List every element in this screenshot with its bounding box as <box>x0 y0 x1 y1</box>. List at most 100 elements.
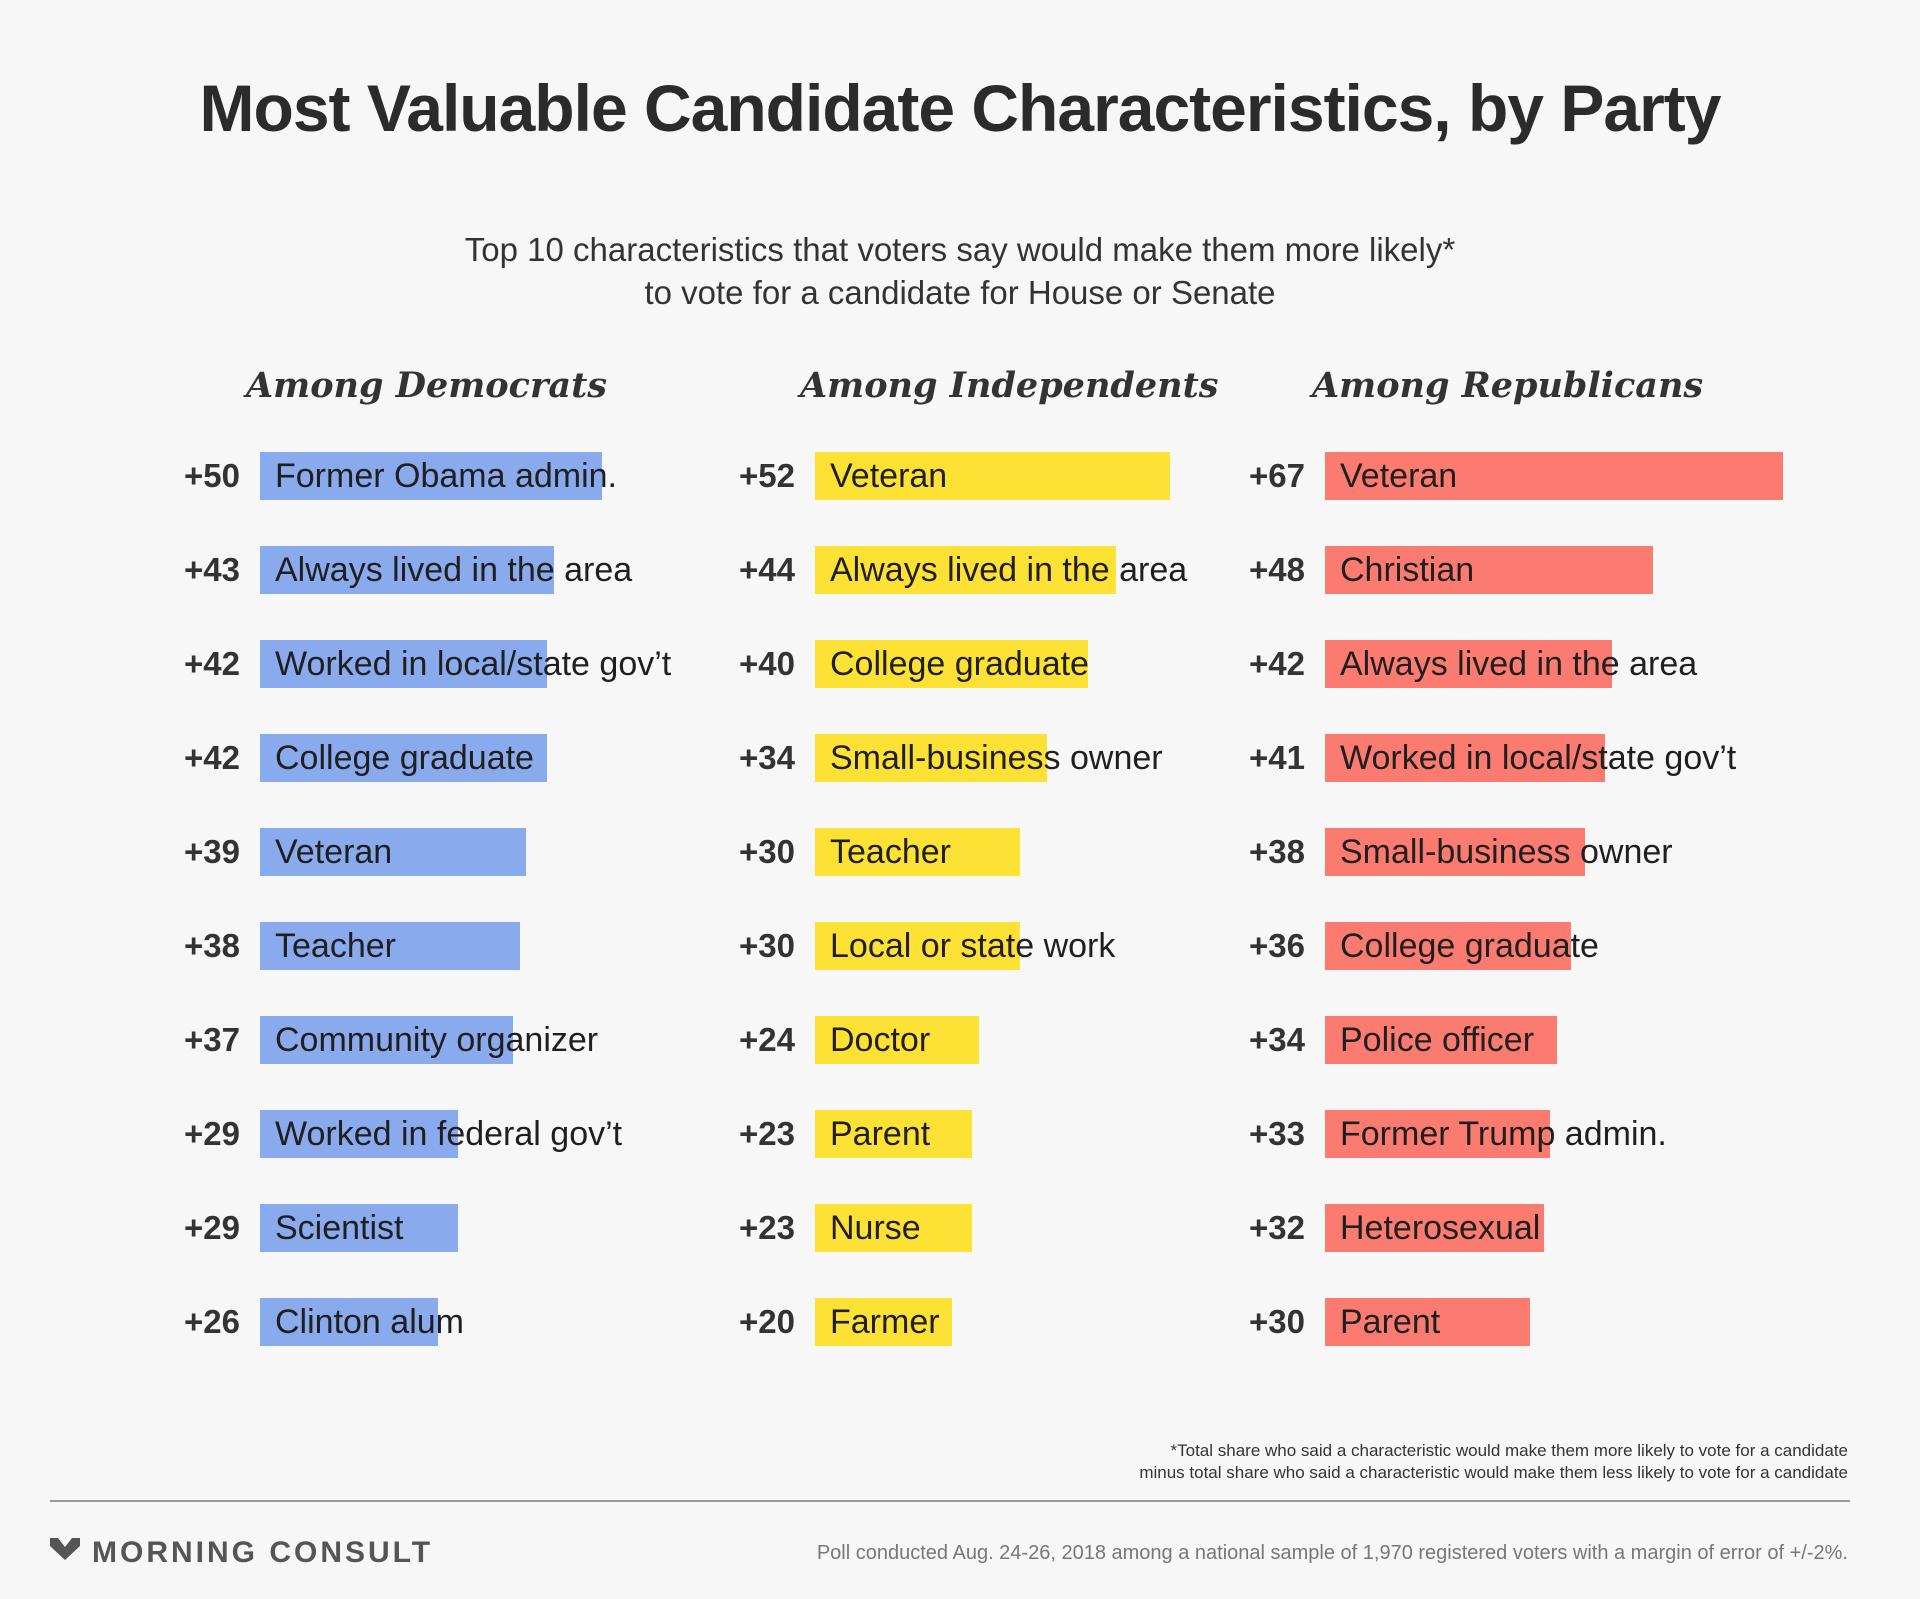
bar <box>260 452 602 500</box>
category-label: Nurse <box>830 1209 921 1247</box>
bar <box>1325 922 1571 970</box>
category-label: Always lived in the area <box>830 551 1188 589</box>
category-label: Small-business owner <box>830 739 1163 777</box>
bar <box>260 640 547 688</box>
bar-row-independents: +24 Doctor <box>700 1016 1400 1064</box>
bar-row-democrats: +43 Always lived in the area <box>145 546 845 594</box>
panel-title-democrats: Among Democrats <box>246 365 607 406</box>
footer-divider <box>50 1500 1850 1502</box>
category-label: College graduate <box>830 645 1089 683</box>
value-label: +33 <box>1249 1115 1305 1152</box>
bar <box>815 1204 972 1252</box>
bar <box>260 546 554 594</box>
category-label: College graduate <box>1340 927 1599 965</box>
category-label: Farmer <box>830 1303 940 1341</box>
value-label: +37 <box>184 1021 240 1058</box>
value-label: +42 <box>184 739 240 776</box>
bar <box>815 1298 952 1346</box>
value-label: +30 <box>1249 1303 1305 1340</box>
value-label: +42 <box>184 645 240 682</box>
bar <box>1325 828 1585 876</box>
value-label: +36 <box>1249 927 1305 964</box>
category-label: Christian <box>1340 551 1475 589</box>
value-label: +43 <box>184 551 240 588</box>
value-label: +23 <box>739 1209 795 1246</box>
source-note: Poll conducted Aug. 24-26, 2018 among a … <box>816 1542 1848 1564</box>
bar-row-independents: +23 Parent <box>700 1110 1400 1158</box>
category-label: Always lived in the area <box>275 551 633 589</box>
bar-row-democrats: +37 Community organizer <box>145 1016 845 1064</box>
panel-title-republicans: Among Republicans <box>1312 365 1704 406</box>
bar-row-democrats: +29 Worked in federal gov’t <box>145 1110 845 1158</box>
chart-title: Most Valuable Candidate Characteristics,… <box>199 71 1722 145</box>
category-label: Small-business owner <box>1340 833 1673 871</box>
value-label: +34 <box>739 739 795 776</box>
bar <box>1325 452 1783 500</box>
bar <box>260 1016 513 1064</box>
bar <box>260 828 526 876</box>
bar <box>815 828 1020 876</box>
bar-row-republicans: +36 College graduate <box>1210 922 1910 970</box>
category-label: Scientist <box>275 1209 404 1247</box>
bar <box>1325 640 1612 688</box>
bar-row-republicans: +38 Small-business owner <box>1210 828 1910 876</box>
value-label: +29 <box>184 1209 240 1246</box>
bar-row-republicans: +41 Worked in local/state gov’t <box>1210 734 1910 782</box>
bar <box>815 452 1170 500</box>
subtitle-line-1: Top 10 characteristics that voters say w… <box>464 231 1456 268</box>
bar-row-democrats: +26 Clinton alum <box>145 1298 845 1346</box>
value-label: +42 <box>1249 645 1305 682</box>
category-label: Doctor <box>830 1021 931 1059</box>
category-label: Police officer <box>1340 1021 1535 1059</box>
value-label: +40 <box>739 645 795 682</box>
value-label: +50 <box>184 457 240 494</box>
bar <box>1325 734 1605 782</box>
bar-row-democrats: +42 Worked in local/state gov’t <box>145 640 845 688</box>
bar <box>1325 1298 1530 1346</box>
value-label: +44 <box>739 551 795 588</box>
footnote-line-1: *Total share who said a characteristic w… <box>1170 1441 1849 1460</box>
value-label: +34 <box>1249 1021 1305 1058</box>
bar <box>815 1110 972 1158</box>
bar-row-democrats: +38 Teacher <box>145 922 845 970</box>
value-label: +67 <box>1249 457 1305 494</box>
footnote-line-2: minus total share who said a characteris… <box>1139 1463 1848 1482</box>
category-label: Worked in local/state gov’t <box>1340 739 1737 777</box>
bar <box>1325 1016 1557 1064</box>
category-label: Always lived in the area <box>1340 645 1698 683</box>
category-label: Veteran <box>830 457 948 495</box>
bar-row-independents: +34 Small-business owner <box>700 734 1400 782</box>
value-label: +38 <box>184 927 240 964</box>
bar-row-republicans: +42 Always lived in the area <box>1210 640 1910 688</box>
bar <box>815 922 1020 970</box>
bar <box>260 1110 458 1158</box>
panel-title-independents: Among Independents <box>800 365 1219 406</box>
footnote: *Total share who said a characteristic w… <box>648 1440 1848 1484</box>
bar-row-democrats: +42 College graduate <box>145 734 845 782</box>
bar-row-independents: +44 Always lived in the area <box>700 546 1400 594</box>
value-label: +32 <box>1249 1209 1305 1246</box>
bar-row-republicans: +30 Parent <box>1210 1298 1910 1346</box>
category-label: Veteran <box>1340 457 1458 495</box>
bar <box>260 734 547 782</box>
bar-row-independents: +40 College graduate <box>700 640 1400 688</box>
value-label: +23 <box>739 1115 795 1152</box>
bar-row-independents: +30 Teacher <box>700 828 1400 876</box>
bar-row-democrats: +50 Former Obama admin. <box>145 452 845 500</box>
value-label: +41 <box>1249 739 1305 776</box>
category-label: Teacher <box>830 833 951 871</box>
bar <box>1325 546 1653 594</box>
category-label: College graduate <box>275 739 534 777</box>
value-label: +30 <box>739 833 795 870</box>
bar <box>1325 1110 1550 1158</box>
category-label: Parent <box>830 1115 931 1153</box>
bar <box>815 546 1116 594</box>
bar <box>815 734 1047 782</box>
value-label: +52 <box>739 457 795 494</box>
value-label: +24 <box>739 1021 795 1058</box>
value-label: +39 <box>184 833 240 870</box>
bar-row-democrats: +29 Scientist <box>145 1204 845 1252</box>
bar <box>260 1204 458 1252</box>
bar <box>1325 1204 1544 1252</box>
value-label: +20 <box>739 1303 795 1340</box>
